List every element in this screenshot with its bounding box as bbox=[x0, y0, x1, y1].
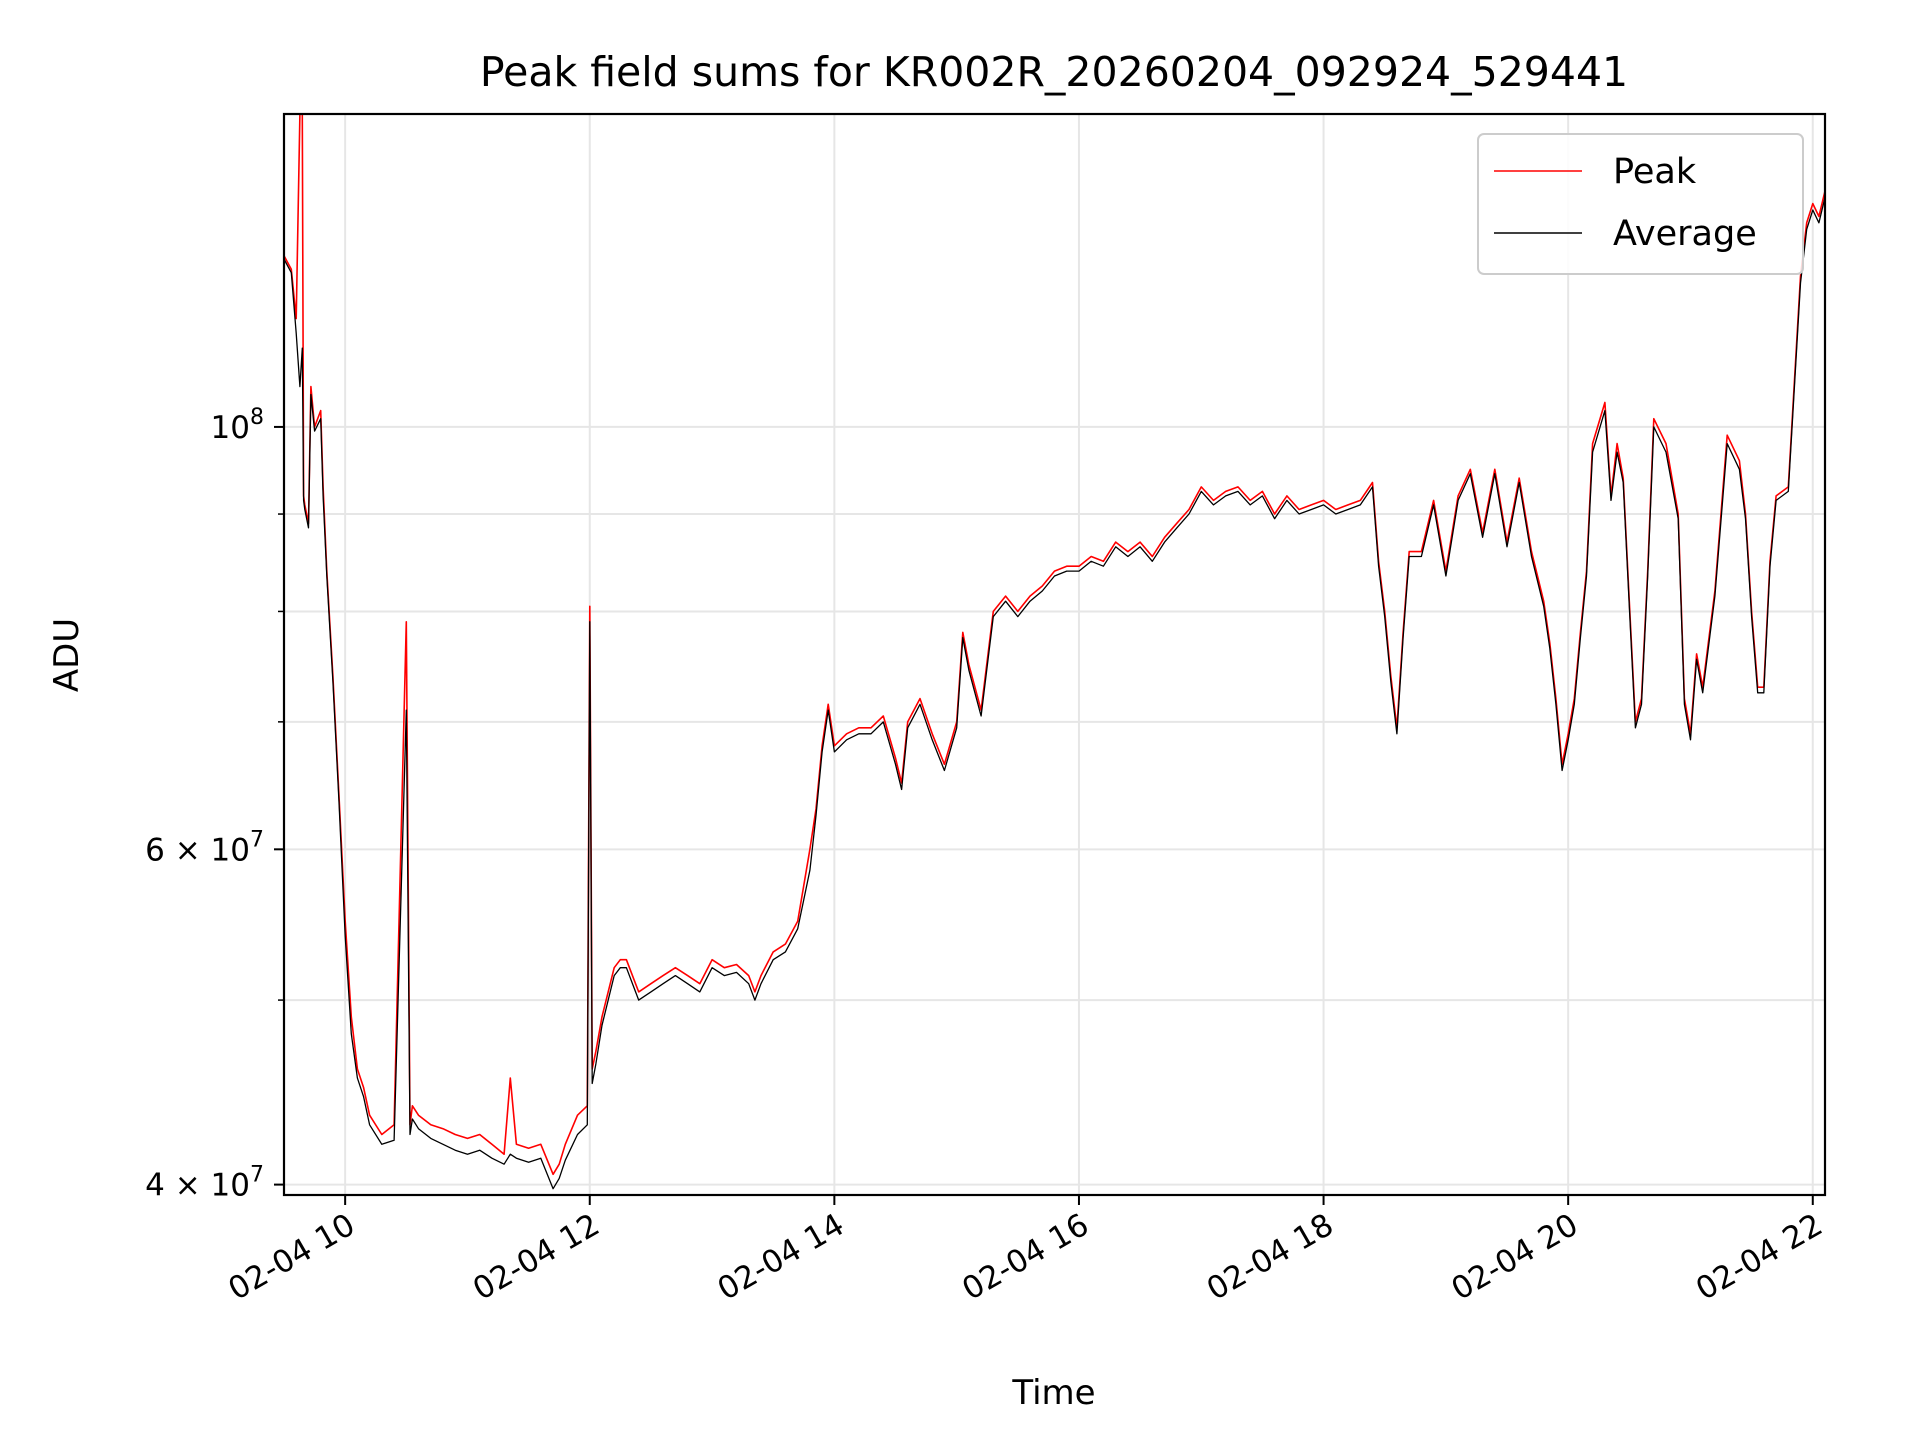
legend-peak-label: Peak bbox=[1613, 152, 1697, 192]
legend-box bbox=[1477, 133, 1804, 275]
axes-frame bbox=[282, 112, 1827, 1197]
legend-average-label: Average bbox=[1613, 214, 1757, 254]
y-tick-label: 108 bbox=[211, 405, 264, 446]
y-tick-label: 4 × 107 bbox=[145, 1163, 264, 1204]
y-tick-label: 6 × 107 bbox=[145, 827, 264, 868]
legend: Peak Average bbox=[1477, 133, 1804, 275]
series-line-average bbox=[283, 197, 1826, 1190]
y-axis-label: ADU bbox=[47, 618, 87, 692]
chart-title: Peak field sums for KR002R_20260204_0929… bbox=[480, 48, 1628, 96]
series-lines bbox=[283, 113, 1826, 1190]
x-axis-label: Time bbox=[1011, 1373, 1095, 1413]
grid bbox=[284, 114, 1825, 1195]
